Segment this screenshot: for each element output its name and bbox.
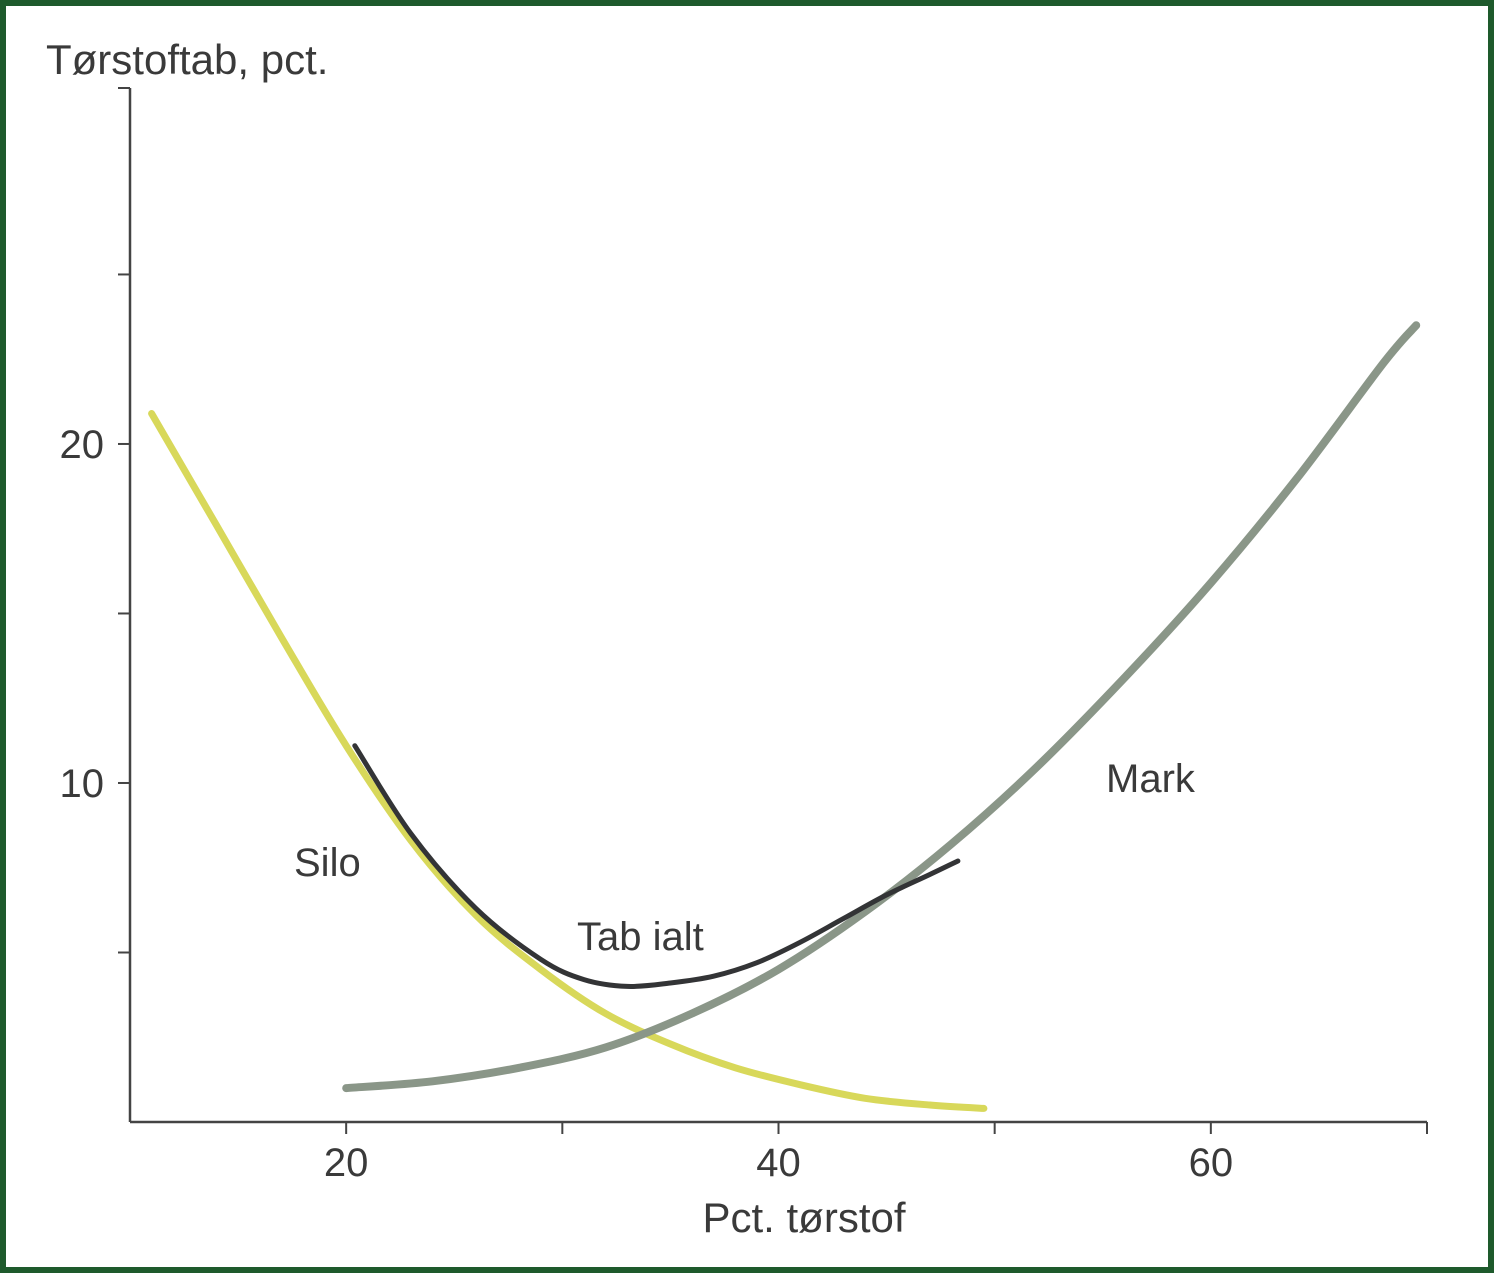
- series-line-tab-ialt: [352, 743, 961, 989]
- series-line-mark: [342, 321, 1421, 1093]
- x-axis-title: Pct. tørstof: [702, 1194, 905, 1241]
- series-label-mark: Mark: [1106, 757, 1196, 801]
- x-tick-label-40: 40: [756, 1141, 801, 1185]
- series-label-silo: Silo: [294, 841, 361, 885]
- series-line-silo: [148, 410, 988, 1112]
- x-tick-label-60: 60: [1189, 1141, 1234, 1185]
- y-tick-label-20: 20: [60, 423, 105, 467]
- ticks: 20 40 60 10 20: [60, 87, 1428, 1185]
- y-axis-title: Tørstoftab, pct.: [46, 36, 328, 83]
- x-tick-label-20: 20: [324, 1141, 369, 1185]
- series-label-tab-ialt: Tab ialt: [577, 915, 704, 959]
- y-tick-label-10: 10: [60, 762, 105, 806]
- series-group: [148, 321, 1421, 1112]
